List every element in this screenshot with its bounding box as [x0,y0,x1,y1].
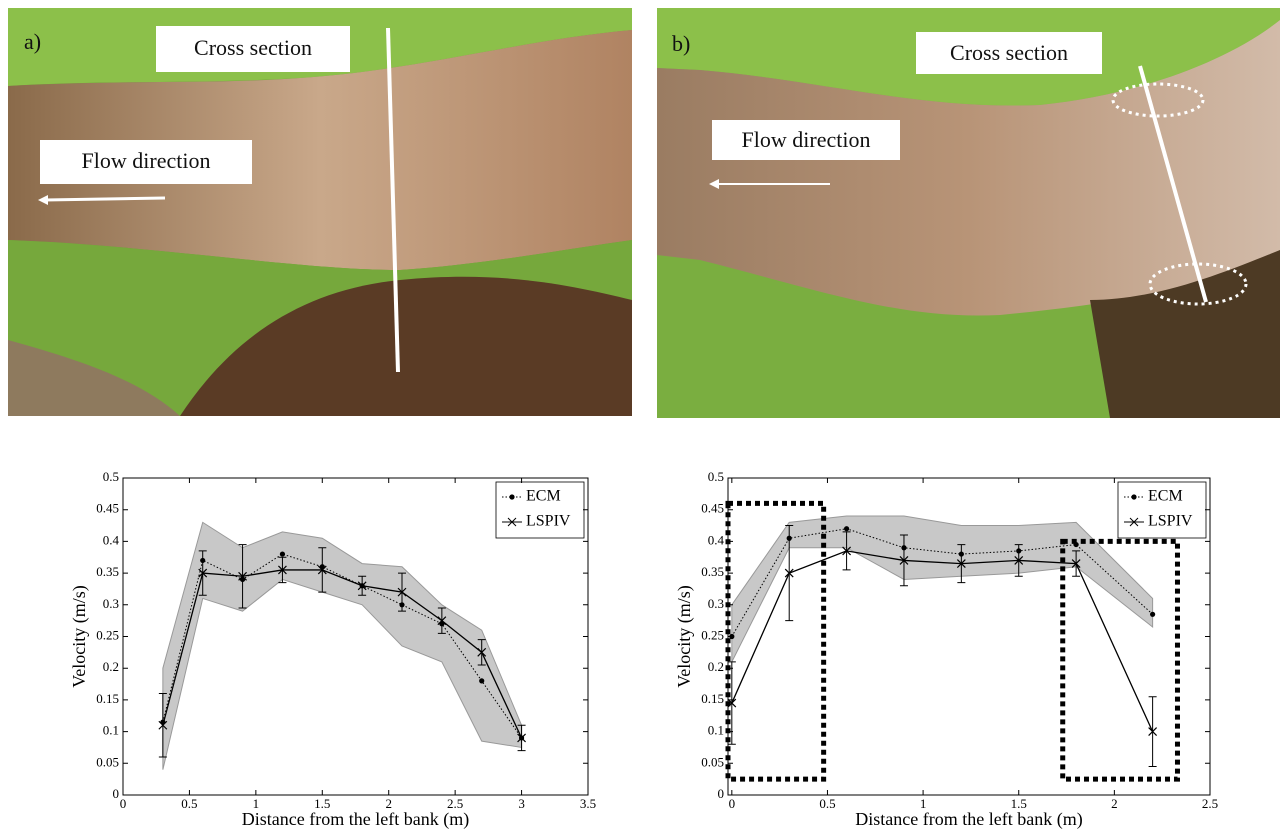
panel-label: b) [672,31,690,56]
legend-label: ECM [1148,488,1183,505]
legend-label: LSPIV [526,513,571,530]
marker [1071,559,1081,569]
x-axis-label: Distance from the left bank (m) [242,809,469,830]
x-tick-label: 3 [518,796,525,811]
y-tick-label: 0.35 [701,564,724,579]
legend-label: ECM [526,488,561,505]
legend-label: LSPIV [1148,513,1193,530]
photo-a [8,8,632,416]
y-tick-label: 0.25 [701,627,724,642]
marker [198,568,208,578]
x-tick-label: 2.5 [447,796,463,811]
y-tick-label: 0.3 [708,596,724,611]
marker [842,546,852,556]
x-tick-label: 1.5 [1011,796,1027,811]
marker [784,568,794,578]
legend-box [1117,481,1207,539]
marker [1150,611,1156,617]
y-tick-label: 0.4 [708,532,725,547]
x-tick-label: 2 [385,796,392,811]
x-tick-label: 1 [253,796,260,811]
y-tick-label: 0.4 [103,532,120,547]
x-tick-label: 1.5 [314,796,330,811]
marker [437,616,447,626]
annotation: Cross section [950,40,1068,65]
x-tick-label: 2 [1111,796,1118,811]
y-tick-label: 0.1 [103,723,119,738]
marker [1148,727,1158,737]
marker [1014,555,1024,565]
marker [397,587,407,597]
y-tick-label: 0 [718,786,725,801]
x-tick-label: 0 [729,796,736,811]
legend-marker [1131,494,1137,500]
y-tick-label: 0.5 [708,469,724,484]
marker [238,571,247,581]
legend-marker [509,494,515,500]
y-tick-label: 0.2 [103,659,119,674]
y-tick-label: 0.1 [708,723,724,738]
charts: ECM LSPIV 0 0.05 0.1 0.15 0.2 0.25 0.3 0.35 0.4 0.4… [69,469,1218,830]
marker [279,551,286,557]
x-axis-label: Distance from the left bank (m) [855,809,1082,830]
y-tick-label: 0.05 [701,754,724,769]
marker [477,647,487,657]
y-tick-label: 0.35 [96,564,119,579]
marker [357,581,367,591]
y-tick-label: 0.05 [96,754,119,769]
y-tick-label: 0.5 [103,469,119,484]
marker [843,526,850,532]
x-tick-label: 0.5 [181,796,197,811]
y-axis-label: Velocity (m/s) [674,585,695,687]
legend-marker [1129,517,1139,527]
marker [517,733,526,743]
marker [479,678,485,684]
series-line [731,528,1153,637]
y-tick-label: 0.45 [96,501,119,516]
y-tick-label: 0 [113,786,120,801]
x-tick-label: 0.5 [819,796,835,811]
marker [899,555,909,565]
y-tick-label: 0.15 [701,691,724,706]
x-tick-label: 0 [120,796,127,811]
photo-b [657,8,1280,418]
legend-marker [507,517,517,527]
highlight-box [1060,538,1180,782]
marker [1073,541,1079,548]
panel-label: a) [24,29,41,54]
y-tick-label: 0.45 [701,501,724,516]
y-tick-label: 0.3 [103,596,119,611]
series-line [731,550,1154,732]
annotation: Flow direction [82,148,211,173]
marker [727,698,737,708]
legend-box [495,481,585,539]
marker [317,565,327,575]
x-tick-label: 1 [920,796,927,811]
y-axis-label: Velocity (m/s) [69,585,90,687]
annotation: Cross section [194,35,312,60]
marker [158,720,168,730]
y-tick-label: 0.15 [96,691,119,706]
series-line [162,569,523,739]
y-tick-label: 0.25 [96,627,119,642]
uncertainty-band [731,515,1154,663]
x-tick-label: 3.5 [580,796,596,811]
x-tick-label: 2.5 [1202,796,1218,811]
marker [956,559,966,569]
annotation: Flow direction [742,127,871,152]
marker [278,565,287,575]
y-tick-label: 0.2 [708,659,724,674]
